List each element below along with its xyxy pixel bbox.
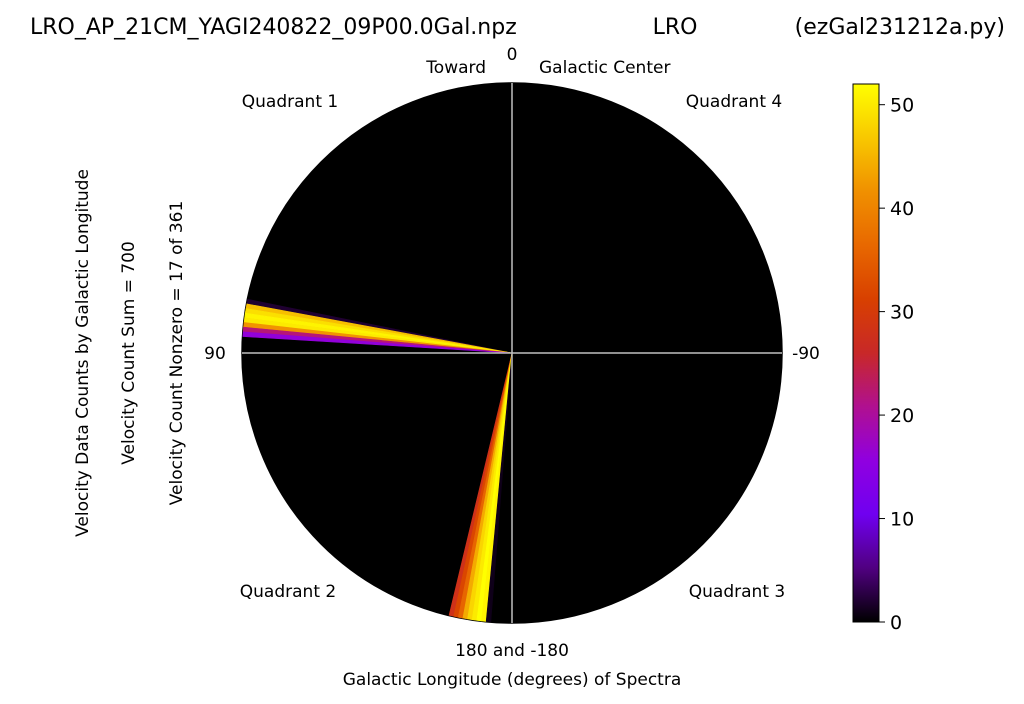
colorbar-tick-label-50: 50 [890,95,914,117]
colorbar-tick-label-10: 10 [890,509,914,531]
quadrant-1-label: Quadrant 1 [242,92,338,112]
galactic-center-label: Galactic Center [539,58,670,78]
ylabel-line1: Velocity Data Counts by Galactic Longitu… [73,169,93,537]
angle-label-0: 0 [507,45,518,65]
header-file-name: LRO_AP_21CM_YAGI240822_09P00.0Gal.npz [30,15,517,40]
header-script-name: (ezGal231212a.py) [795,15,1005,40]
quadrant-2-label: Quadrant 2 [240,582,336,602]
colorbar-tick-label-30: 30 [890,302,914,324]
colorbar-tick-label-40: 40 [890,198,914,220]
toward-label: Toward [425,58,486,78]
colorbar-tick-label-20: 20 [890,405,914,427]
xlabel: Galactic Longitude (degrees) of Spectra [343,670,682,690]
colorbar [852,83,880,623]
angle-label-180: 180 and -180 [455,641,569,661]
ylabel-line3: Velocity Count Nonzero = 17 of 361 [167,201,187,506]
header-observatory: LRO [653,15,698,40]
colorbar-ticks: 0 10 20 30 40 50 [879,95,914,634]
angle-label-90: 90 [204,344,226,364]
angle-label-minus-90: -90 [792,344,820,364]
quadrant-3-label: Quadrant 3 [689,582,785,602]
ylabel-line2: Velocity Count Sum = 700 [119,241,139,465]
quadrant-4-label: Quadrant 4 [686,92,782,112]
colorbar-tick-label-0: 0 [890,612,902,634]
